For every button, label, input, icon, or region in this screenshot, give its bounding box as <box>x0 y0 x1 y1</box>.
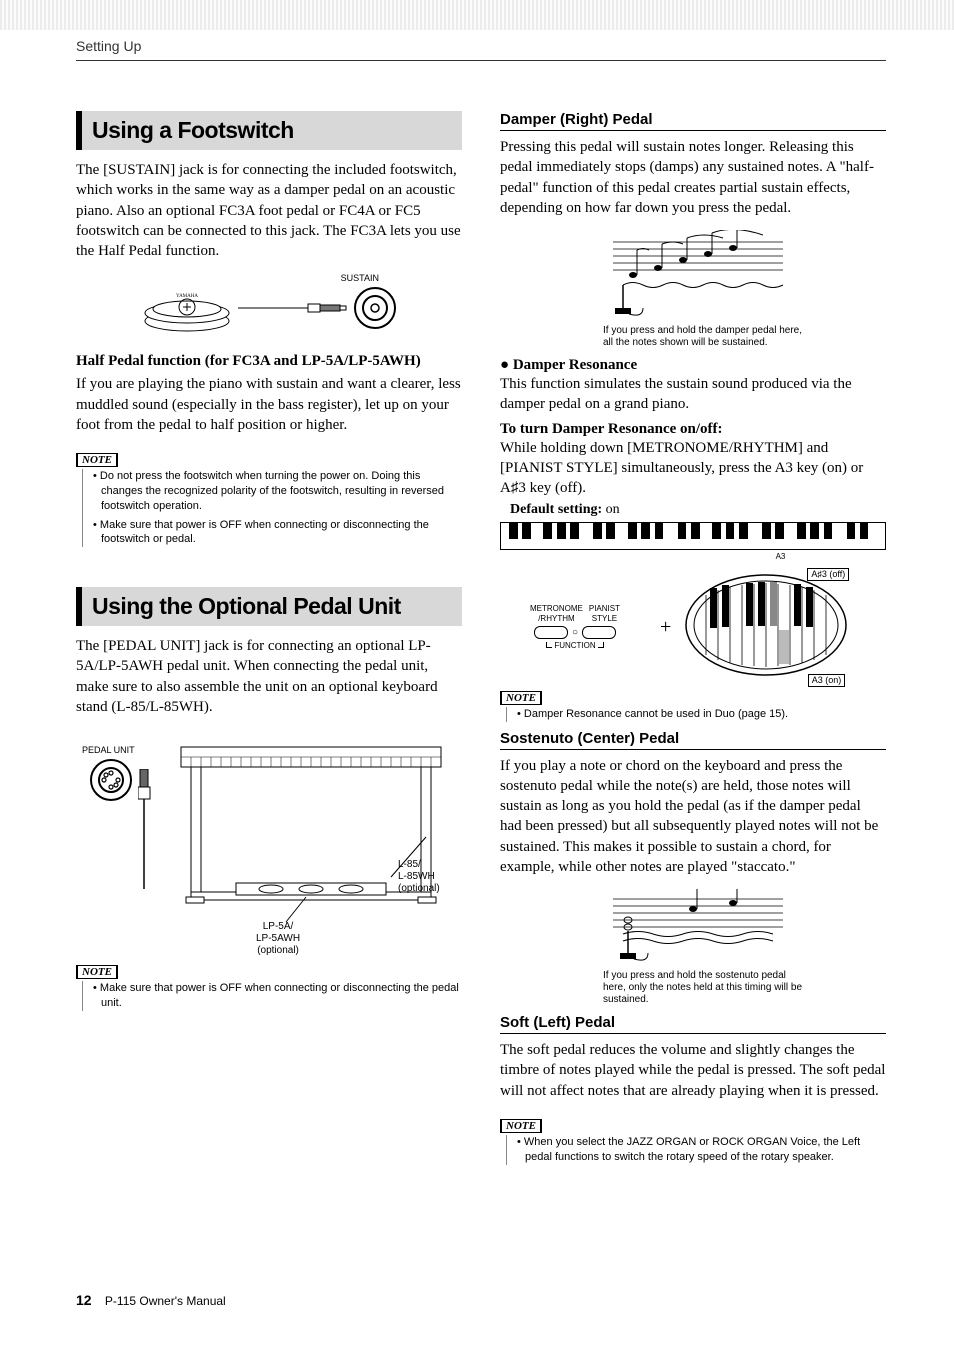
dres-note: Damper Resonance cannot be used in Duo (… <box>517 707 886 722</box>
note1-item1: Do not press the footswitch when turning… <box>93 469 462 514</box>
header-rule <box>76 60 886 61</box>
soft-para: The soft pedal reduces the volume and sl… <box>500 1040 886 1101</box>
note-block-2: Make sure that power is OFF when connect… <box>82 981 462 1011</box>
keyboard-full-diagram <box>500 522 886 550</box>
dres-heading: ● Damper Resonance <box>500 357 886 374</box>
pedal-unit-para: The [PEDAL UNIT] jack is for connecting … <box>76 636 462 717</box>
function-label: FUNCTION <box>554 641 595 651</box>
stand-label: L-85/ L-85WH (optional) <box>398 859 440 895</box>
pedal-label: LP-5A/ LP-5AWH (optional) <box>256 921 300 957</box>
content-columns: Using a Footswitch The [SUSTAIN] jack is… <box>76 111 886 1169</box>
note2-item1: Make sure that power is OFF when connect… <box>93 981 462 1011</box>
cable-up-icon <box>138 769 168 889</box>
keyboard-stand-icon <box>176 737 456 937</box>
a3-top-label: A3 <box>675 552 886 562</box>
manual-title: P-115 Owner's Manual <box>105 1294 226 1308</box>
svg-text:YAMAHA: YAMAHA <box>176 294 198 299</box>
header-section: Setting Up <box>76 38 886 54</box>
sostenuto-heading: Sostenuto (Center) Pedal <box>500 730 886 750</box>
footswitch-heading: Using a Footswitch <box>76 111 462 150</box>
dres-toggle-para: While holding down [METRONOME/RHYTHM] an… <box>500 438 886 499</box>
note-label-3: NOTE <box>500 691 542 705</box>
sustain-label: SUSTAIN <box>139 273 399 283</box>
pianist-label: PIANIST STYLE <box>589 604 620 623</box>
asharp-off-label: A♯3 (off) <box>807 568 849 581</box>
half-pedal-heading: Half Pedal function (for FC3A and LP-5A/… <box>76 353 462 370</box>
damper-music-figure: If you press and hold the damper pedal h… <box>583 230 803 349</box>
half-pedal-para: If you are playing the piano with sustai… <box>76 374 462 435</box>
default-setting: Default setting: on <box>510 502 886 518</box>
dres-para: This function simulates the sustain soun… <box>500 374 886 415</box>
note1-item2: Make sure that power is OFF when connect… <box>93 518 462 548</box>
soft-note: When you select the JAZZ ORGAN or ROCK O… <box>517 1135 886 1165</box>
sustain-figure: SUSTAIN YAMAHA <box>139 273 399 333</box>
damper-heading: Damper (Right) Pedal <box>500 111 886 131</box>
sostenuto-para: If you play a note or chord on the keybo… <box>500 756 886 878</box>
top-gradient <box>0 0 954 30</box>
metro-label: METRONOME /RHYTHM <box>530 604 583 623</box>
right-column: Damper (Right) Pedal Pressing this pedal… <box>500 111 886 1169</box>
note-label-2: NOTE <box>76 965 118 979</box>
note-block-3: Damper Resonance cannot be used in Duo (… <box>506 707 886 722</box>
a3-on-label: A3 (on) <box>808 674 846 687</box>
keyboard-zoom-icon <box>681 570 851 680</box>
left-column: Using a Footswitch The [SUSTAIN] jack is… <box>76 111 462 1169</box>
pedal-unit-heading: Using the Optional Pedal Unit <box>76 587 462 626</box>
pedal-unit-figure: PEDAL UNIT <box>76 729 462 959</box>
note-label-1: NOTE <box>76 453 118 467</box>
button-key-figure: METRONOME /RHYTHM PIANIST STYLE ○ FUNCTI… <box>500 570 886 685</box>
note-block-1: Do not press the footswitch when turning… <box>82 469 462 547</box>
cable-icon <box>238 298 348 318</box>
page-footer: 12 P-115 Owner's Manual <box>76 1292 226 1308</box>
soft-heading: Soft (Left) Pedal <box>500 1014 886 1034</box>
dres-toggle-heading: To turn Damper Resonance on/off: <box>500 421 886 438</box>
note-block-4: When you select the JAZZ ORGAN or ROCK O… <box>506 1135 886 1165</box>
damper-para: Pressing this pedal will sustain notes l… <box>500 137 886 218</box>
note-label-4: NOTE <box>500 1119 542 1133</box>
footswitch-para: The [SUSTAIN] jack is for connecting the… <box>76 160 462 261</box>
pedal-unit-label: PEDAL UNIT <box>82 745 135 755</box>
sostenuto-caption: If you press and hold the sostenuto peda… <box>603 970 803 1006</box>
footswitch-icon: YAMAHA <box>139 283 234 333</box>
damper-caption: If you press and hold the damper pedal h… <box>603 325 803 349</box>
sustain-jack-icon <box>352 285 398 331</box>
sostenuto-music-figure: If you press and hold the sostenuto peda… <box>583 889 803 1006</box>
pedal-jack-icon <box>88 757 134 803</box>
page-number: 12 <box>76 1292 92 1308</box>
